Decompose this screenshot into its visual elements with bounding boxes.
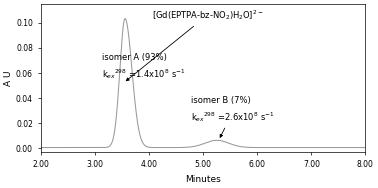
X-axis label: Minutes: Minutes [186, 175, 221, 184]
Text: [Gd(EPTPA-bz-NO$_2$)H$_2$O]$^{2-}$: [Gd(EPTPA-bz-NO$_2$)H$_2$O]$^{2-}$ [126, 8, 263, 81]
Text: isomer B (7%)
k$_{ex}$$^{298}$ =2.6x10$^8$ s$^{-1}$: isomer B (7%) k$_{ex}$$^{298}$ =2.6x10$^… [191, 96, 275, 124]
Y-axis label: A U: A U [4, 70, 13, 86]
Text: isomer A (93%)
k$_{ex}$$^{298}$ =1.4x10$^8$ s$^{-1}$: isomer A (93%) k$_{ex}$$^{298}$ =1.4x10$… [102, 53, 185, 81]
